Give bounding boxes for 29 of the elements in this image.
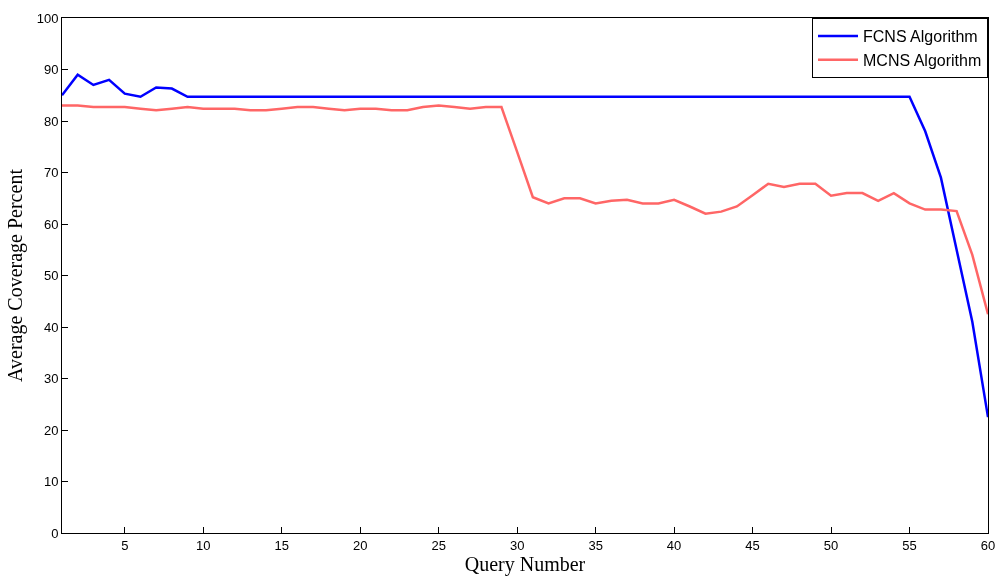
x-tick-label: 30 [509,537,525,553]
y-tick-label: 70 [43,165,59,181]
x-tick-label: 20 [352,537,368,553]
legend-label: FCNS Algorithm [863,28,978,46]
x-tick-label: 55 [902,537,917,553]
line-series [62,104,988,316]
y-tick-label: 10 [43,474,59,490]
line-series [62,73,988,419]
x-tick-label: 25 [431,537,446,553]
y-tick-label: 30 [43,371,59,387]
x-tick-label: 15 [274,537,289,553]
x-tick-label: 10 [196,537,211,553]
x-tick-label: 40 [666,537,682,553]
y-tick-label: 40 [43,319,59,335]
y-tick-label: 20 [43,422,59,438]
y-tick-label: 80 [43,113,59,129]
x-tick-label: 50 [823,537,839,553]
y-tick-label: 60 [43,216,59,232]
x-tick-label: 45 [745,537,760,553]
y-tick-label: 50 [43,268,59,284]
x-tick-label: 35 [588,537,603,553]
y-axis-title: Average Coverage Percent [4,168,28,382]
y-tick-label: 100 [36,10,59,26]
y-tick-label: 90 [43,62,59,78]
x-tick-label: 5 [121,537,129,553]
x-axis-title: Query Number [464,552,586,576]
y-tick-label: 0 [51,525,59,541]
x-tick-label: 60 [980,537,996,553]
legend-label: MCNS Algorithm [863,51,982,69]
